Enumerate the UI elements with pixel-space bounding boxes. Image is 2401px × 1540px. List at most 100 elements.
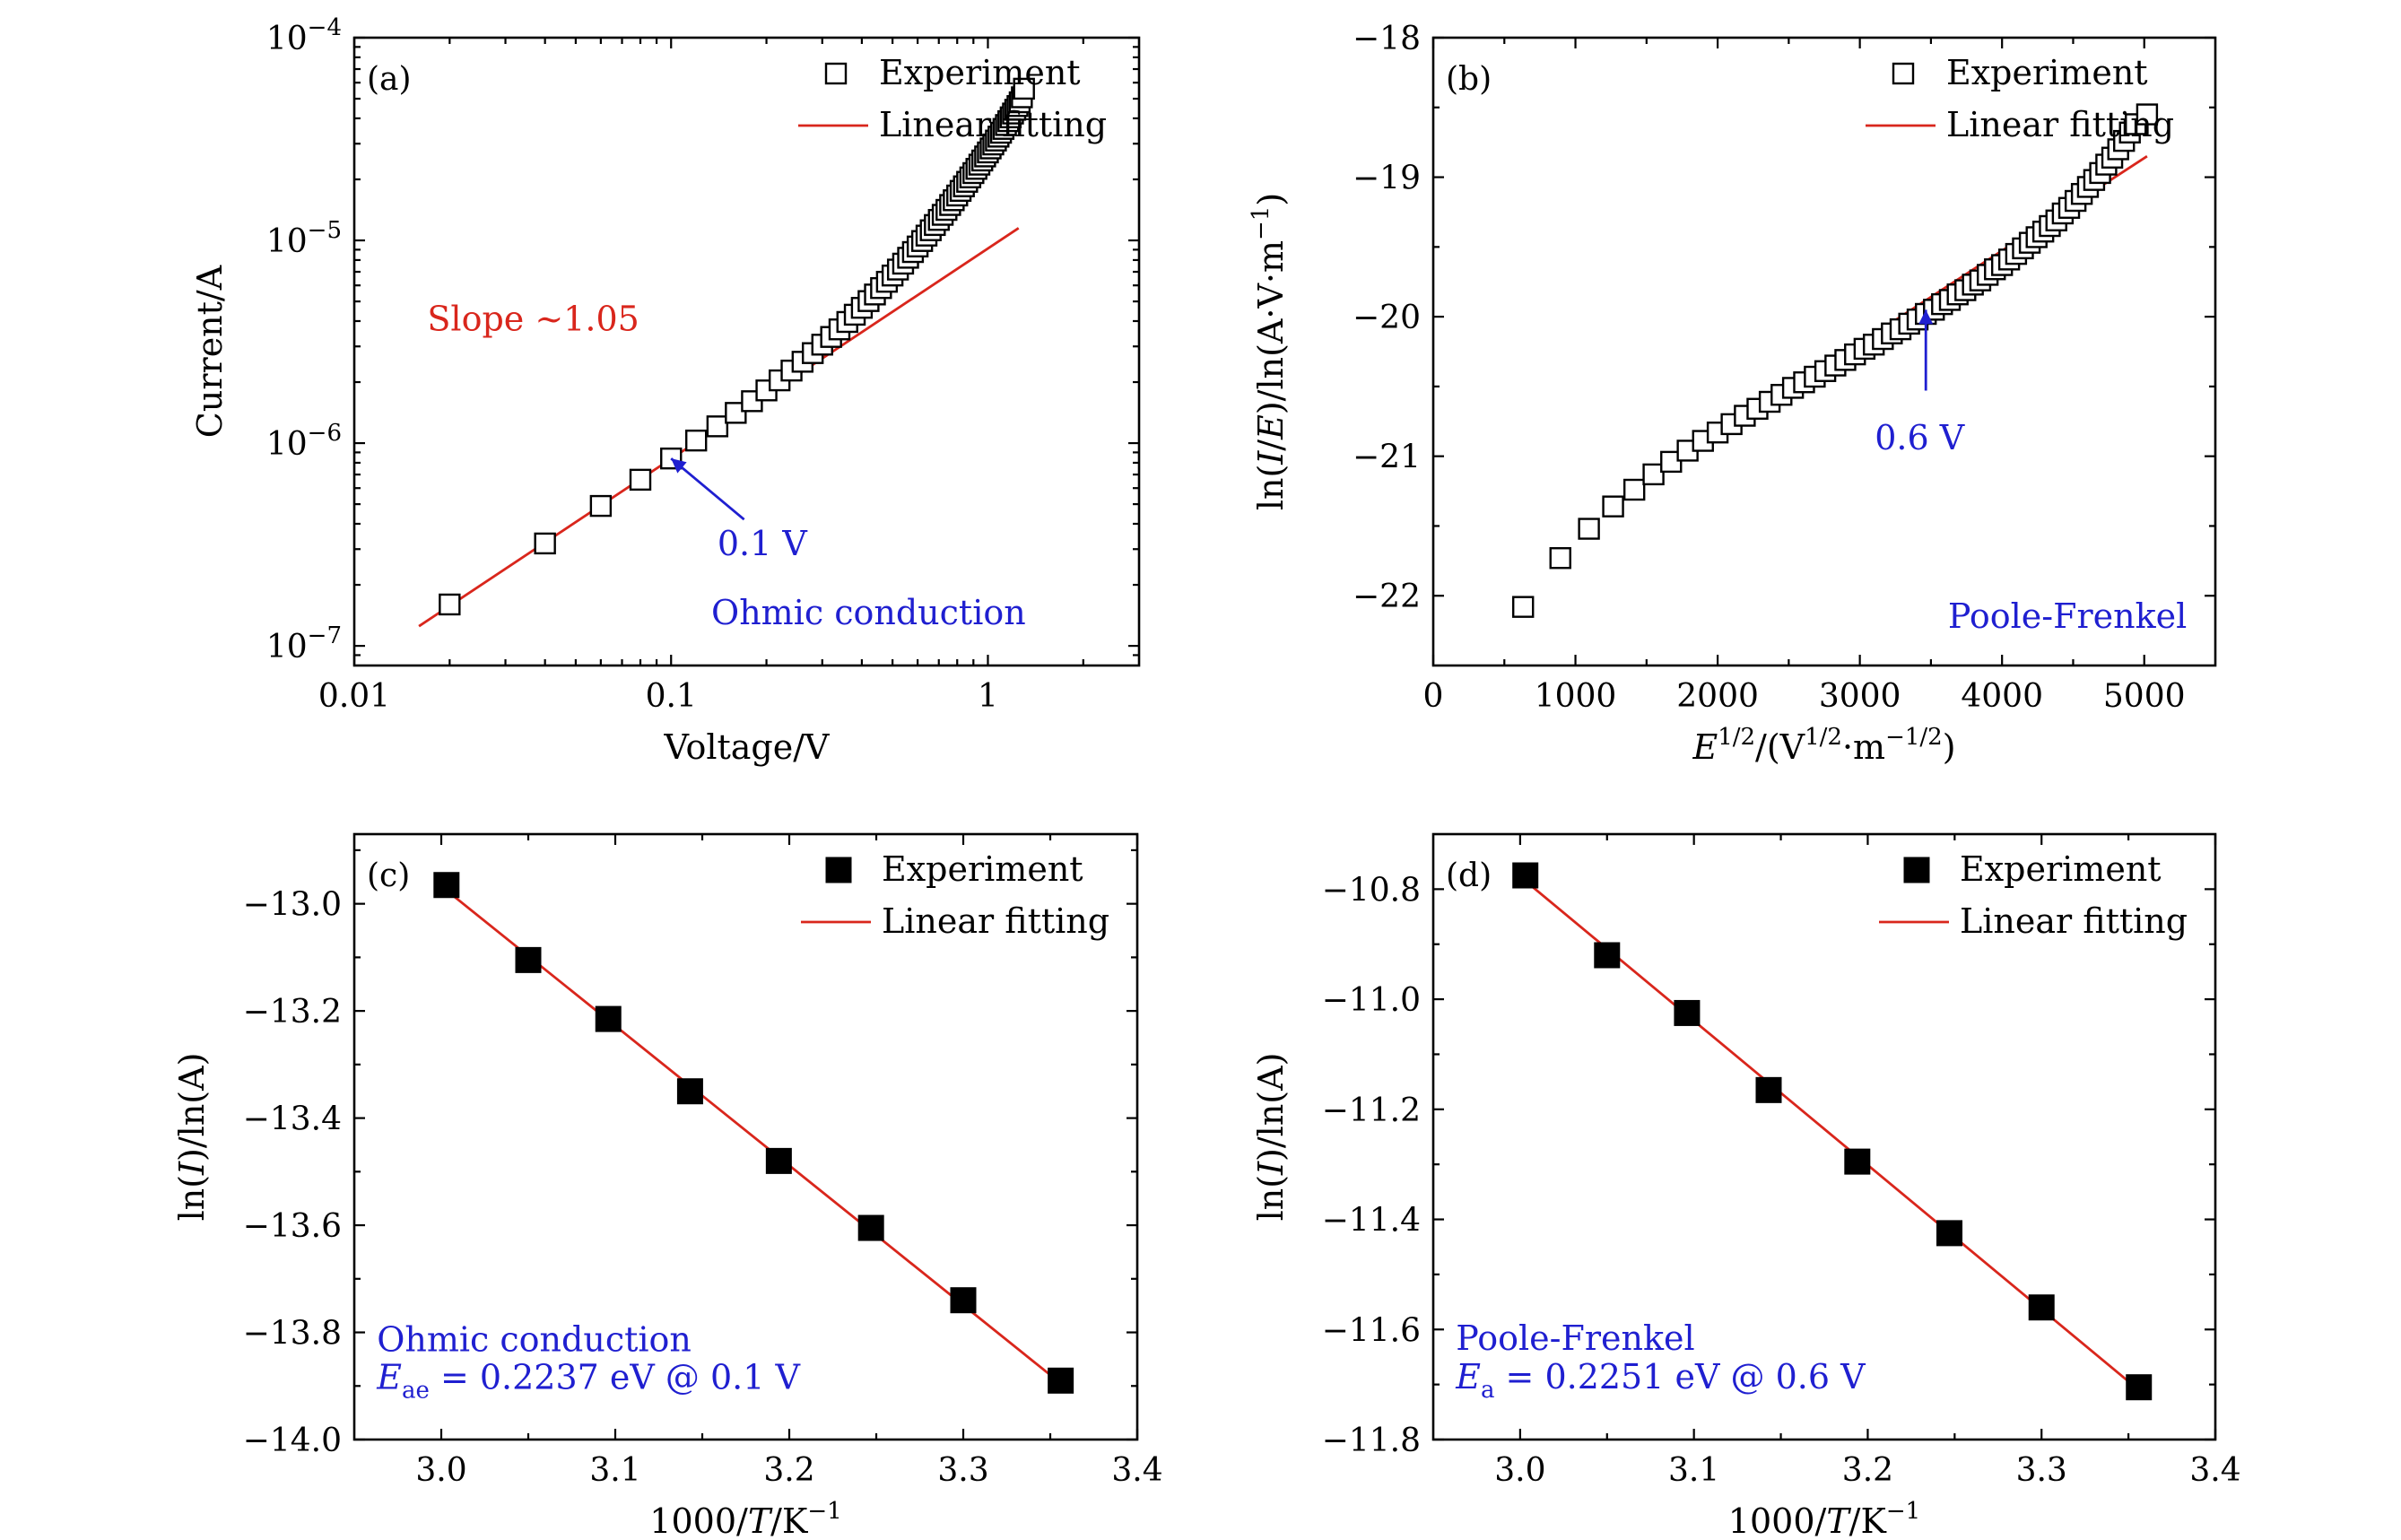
plot-frame bbox=[352, 832, 1139, 1441]
panel-b: 0 1000 2000 3000 4000 5000 −22 −21 −20 −19 −18 E1/2… bbox=[1248, 21, 2217, 767]
x-tick-label: 3.4 bbox=[1111, 1452, 1162, 1489]
x-tick-label: 2000 bbox=[1676, 678, 1759, 715]
x-tick-label: 3.3 bbox=[937, 1452, 988, 1489]
y-tick-label: −21 bbox=[1353, 439, 1421, 476]
annotation-text: Poole-Frenkel bbox=[1948, 596, 2187, 636]
annotation-text: Ohmic conduction bbox=[711, 593, 1026, 632]
x-tick-label: 1 bbox=[978, 678, 998, 715]
data-point bbox=[595, 1005, 622, 1032]
panel-label: (a) bbox=[367, 61, 412, 98]
data-point bbox=[589, 494, 613, 518]
y-tick-label: −13.2 bbox=[243, 994, 342, 1031]
data-point bbox=[676, 1078, 703, 1105]
y-axis-title: ln(I/E)/ln(A·V·m−1) bbox=[1248, 193, 1291, 510]
x-tick-label: 3000 bbox=[1819, 678, 1901, 715]
data-point bbox=[725, 402, 747, 424]
x-tick-label: 5000 bbox=[2103, 678, 2186, 715]
data-point bbox=[1549, 547, 1571, 570]
data-point bbox=[1660, 450, 1683, 474]
legend-label: Linear fitting bbox=[882, 901, 1109, 941]
legend-label: Experiment bbox=[1960, 849, 2162, 889]
y-tick-label: −22 bbox=[1353, 579, 1421, 615]
annotation-text: Slope ~1.05 bbox=[427, 299, 639, 338]
panel-label: (d) bbox=[1446, 857, 1492, 894]
data-point bbox=[706, 415, 729, 438]
x-tick-label: 1000 bbox=[1535, 678, 1617, 715]
x-tick-label: 3.1 bbox=[589, 1452, 640, 1489]
legend-label: Experiment bbox=[879, 53, 1081, 92]
data-point bbox=[433, 872, 460, 899]
x-axis-title: 1000/T/K−1 bbox=[649, 1498, 841, 1540]
x-tick-label: 3.4 bbox=[2189, 1452, 2240, 1489]
x-tick-label: 3.1 bbox=[1668, 1452, 1719, 1489]
data-point bbox=[1013, 77, 1035, 100]
data-point bbox=[2136, 103, 2159, 126]
y-tick-label: −20 bbox=[1353, 300, 1421, 336]
y-tick-label: −13.0 bbox=[243, 887, 342, 924]
x-tick-label: 3.0 bbox=[415, 1452, 466, 1489]
data-point bbox=[629, 468, 652, 492]
data-point bbox=[1512, 596, 1535, 618]
legend-label: Linear fitting bbox=[879, 105, 1107, 144]
data-point bbox=[515, 946, 542, 973]
legend-label: Experiment bbox=[1946, 53, 2148, 92]
x-tick-label: 3.3 bbox=[2016, 1452, 2067, 1489]
x-tick-label: 0.1 bbox=[646, 678, 697, 715]
panel-c: 3.0 3.1 3.2 3.3 3.4 −14.0 −13.8 −13.6 −13.4 −13.2… bbox=[172, 832, 1163, 1540]
legend-marker bbox=[825, 857, 852, 883]
data-point bbox=[1578, 518, 1600, 540]
plot-frame bbox=[1431, 36, 2217, 667]
annotation-text: Eae = 0.2237 eV @ 0.1 V bbox=[376, 1357, 800, 1404]
annotation-text: Ohmic conduction bbox=[377, 1319, 692, 1359]
annotation-arrow bbox=[670, 457, 745, 521]
panel-d: 3.0 3.1 3.2 3.3 3.4 −11.8 −11.6 −11.4 −11.2 −11.0… bbox=[1251, 832, 2241, 1540]
y-tick-label: −13.6 bbox=[243, 1208, 342, 1245]
x-tick-label: 3.2 bbox=[763, 1452, 814, 1489]
y-axis-title: ln(I)/ln(A) bbox=[1251, 1053, 1291, 1222]
data-point bbox=[534, 532, 556, 555]
annotation-text: Poole-Frenkel bbox=[1456, 1318, 1694, 1358]
legend-label: Experiment bbox=[882, 849, 1083, 889]
legend-marker bbox=[1903, 857, 1930, 883]
annotation-text: 0.1 V bbox=[718, 524, 808, 563]
y-tick-label: −10.8 bbox=[1322, 872, 1421, 909]
annotation-arrowhead bbox=[671, 458, 687, 474]
data-point bbox=[439, 593, 461, 616]
data-point bbox=[1048, 1367, 1074, 1394]
data-point bbox=[1755, 1076, 1782, 1103]
data-point bbox=[1594, 942, 1621, 969]
data-point bbox=[1844, 1148, 1871, 1175]
legend-marker bbox=[1892, 62, 1915, 85]
x-tick-label: 4000 bbox=[1961, 678, 2043, 715]
y-tick-label: 10−5 bbox=[266, 217, 342, 260]
y-tick-label: −18 bbox=[1353, 21, 1421, 57]
data-point bbox=[2126, 1374, 2153, 1401]
data-point bbox=[1622, 478, 1646, 501]
annotation-arrowhead bbox=[1918, 309, 1934, 325]
y-tick-label: 10−7 bbox=[266, 622, 342, 666]
y-axis-title: Current/A bbox=[190, 265, 230, 438]
panel-label: (b) bbox=[1446, 61, 1492, 98]
data-point bbox=[1512, 862, 1539, 889]
y-tick-label: −11.0 bbox=[1322, 982, 1421, 1019]
panel-label: (c) bbox=[367, 857, 410, 894]
x-tick-label: 0.01 bbox=[318, 678, 390, 715]
plot-frame bbox=[1431, 832, 2217, 1441]
y-tick-label: −19 bbox=[1353, 161, 1421, 197]
data-point bbox=[2028, 1294, 2055, 1321]
y-tick-label: −13.8 bbox=[243, 1316, 342, 1353]
data-point bbox=[950, 1287, 977, 1314]
x-tick-label: 3.0 bbox=[1494, 1452, 1545, 1489]
y-tick-label: −11.6 bbox=[1322, 1312, 1421, 1349]
y-tick-label: −11.4 bbox=[1322, 1203, 1421, 1240]
y-tick-label: −14.0 bbox=[243, 1423, 342, 1459]
y-tick-label: 10−6 bbox=[266, 420, 342, 463]
y-tick-label: −11.8 bbox=[1322, 1423, 1421, 1459]
y-tick-label: 10−4 bbox=[266, 14, 342, 57]
annotation-text: 0.6 V bbox=[1875, 418, 1965, 457]
legend-label: Linear fitting bbox=[1946, 105, 2174, 144]
panel-a: 0.01 0.1 1 10−7 10−6 10−5 10−4 Voltage/V Current… bbox=[190, 14, 1141, 767]
legend-marker bbox=[824, 62, 848, 85]
data-point bbox=[1674, 999, 1701, 1026]
